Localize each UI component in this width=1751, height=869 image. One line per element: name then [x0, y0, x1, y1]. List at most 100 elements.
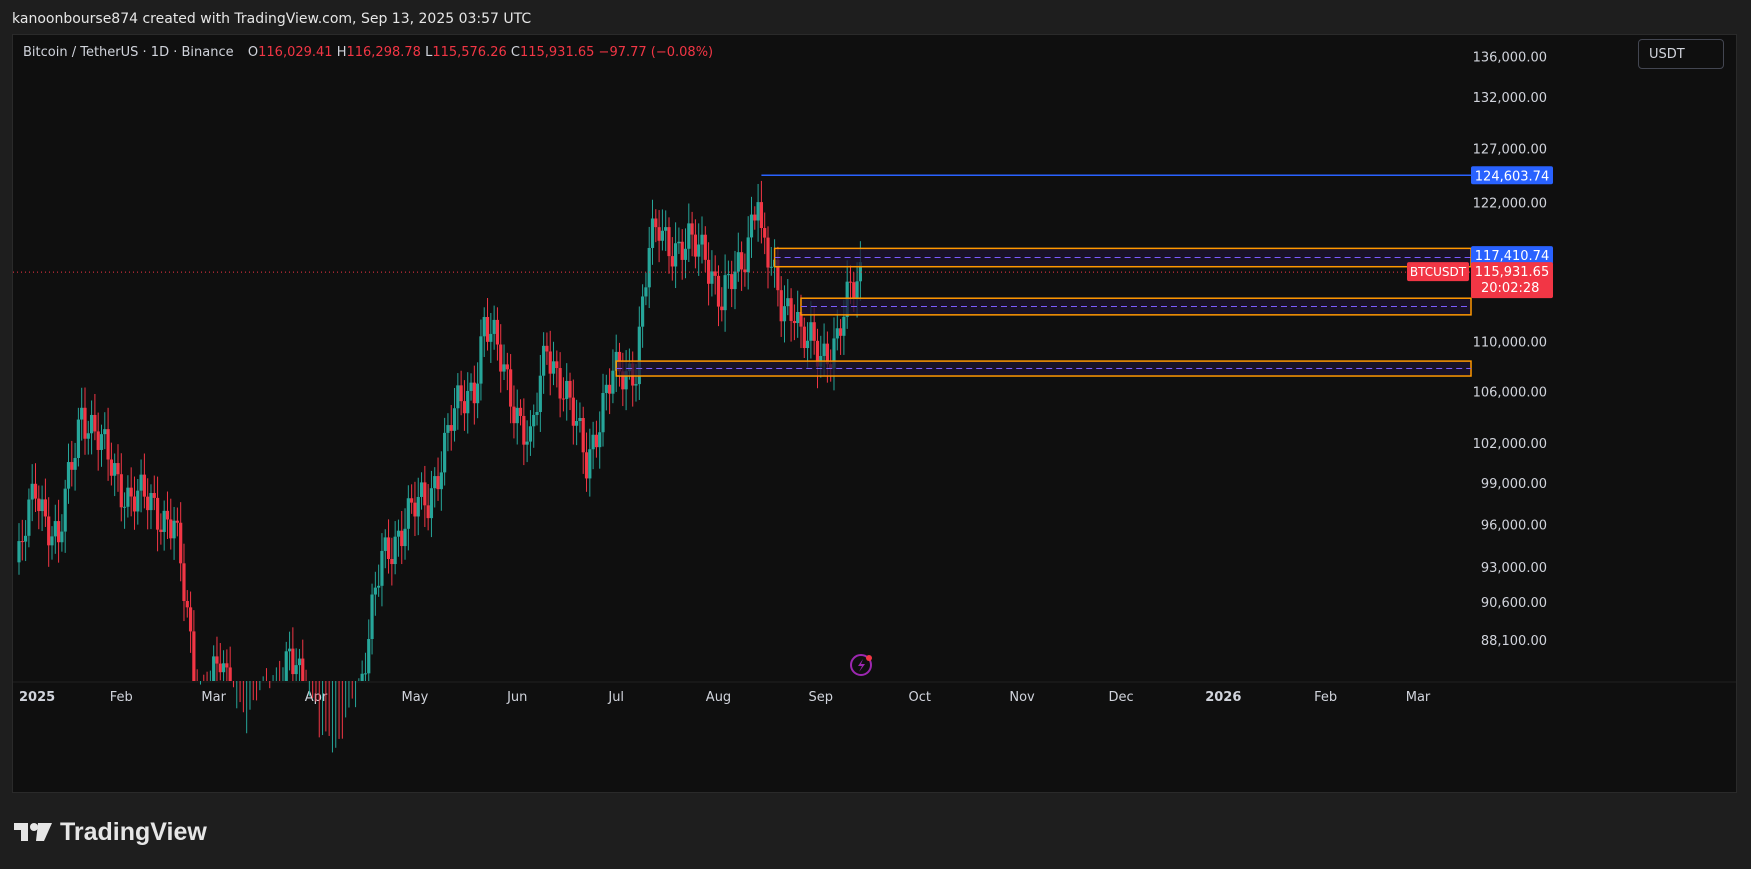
candle	[624, 350, 628, 411]
bar-countdown: 20:02:28	[1481, 281, 1539, 296]
time-axis-label: Aug	[706, 690, 731, 705]
tradingview-logo[interactable]: TradingView	[14, 817, 207, 847]
candle	[446, 413, 450, 452]
candle	[380, 533, 384, 607]
price-tick-label: 99,000.00	[1481, 477, 1547, 492]
candle	[406, 485, 410, 551]
candle	[759, 180, 763, 244]
candle	[109, 442, 113, 486]
candle	[502, 344, 506, 381]
candle	[604, 374, 608, 411]
candle	[17, 523, 21, 575]
candle	[37, 485, 41, 530]
candle	[792, 304, 796, 341]
candle	[419, 472, 424, 510]
candle	[608, 368, 612, 415]
candle	[426, 484, 430, 531]
price-axis[interactable]: 136,000.00 132,000.00 127,000.00 122,000.00…	[1407, 51, 1553, 649]
candle	[218, 643, 222, 681]
candle	[690, 211, 694, 257]
candle	[152, 475, 156, 511]
price-tick-label: 122,000.00	[1473, 197, 1547, 212]
time-axis-label: 2026	[1205, 690, 1241, 705]
open-value: 116,029.41	[258, 45, 333, 60]
price-label-zone: 117,410.74	[1471, 246, 1553, 265]
currency-button[interactable]: USDT	[1638, 39, 1724, 69]
candle	[476, 362, 480, 419]
candle	[83, 387, 87, 455]
candle	[53, 504, 57, 554]
candle	[571, 379, 575, 445]
high-label: H	[336, 45, 347, 60]
candle	[677, 227, 681, 254]
candle	[848, 264, 853, 304]
time-axis-label: Feb	[1314, 690, 1337, 705]
candle	[416, 477, 420, 536]
support-resistance-zone[interactable]	[800, 297, 1472, 316]
candle	[228, 646, 232, 681]
time-axis-label: Feb	[110, 690, 133, 705]
candle	[515, 389, 519, 445]
candle	[479, 319, 483, 401]
candle	[103, 412, 107, 450]
candle	[693, 219, 698, 269]
candle	[122, 492, 127, 529]
close-value: 115,931.65	[519, 45, 595, 60]
chart-attribution: kanoonbourse874 created with TradingView…	[12, 11, 532, 27]
candle	[443, 417, 447, 486]
time-axis-label: Mar	[1406, 690, 1431, 705]
candle	[33, 463, 38, 512]
candle	[73, 442, 77, 491]
candle	[136, 478, 140, 525]
candle	[561, 377, 566, 412]
candle	[93, 393, 97, 441]
candle	[581, 406, 585, 474]
candle	[129, 467, 133, 517]
candle	[20, 519, 24, 561]
price-tick-label: 110,000.00	[1473, 336, 1547, 351]
candle	[548, 330, 552, 396]
candle	[383, 529, 387, 569]
candle	[555, 350, 559, 388]
candle	[644, 272, 648, 306]
candle	[657, 210, 661, 263]
candle	[739, 241, 744, 291]
candle	[225, 649, 229, 681]
candle	[86, 420, 90, 455]
time-axis-label: Sep	[809, 690, 834, 705]
candle	[413, 481, 417, 537]
chart-panel[interactable]: 2025 Feb Mar Apr May Jun Jul Aug Sep Oct Nov Dec 202…	[12, 34, 1737, 793]
price-label-ath: 124,603.74	[1471, 166, 1553, 185]
candle	[489, 312, 493, 363]
time-axis-label: Oct	[909, 690, 931, 705]
candle	[185, 590, 189, 618]
candle	[796, 290, 800, 338]
price-chart[interactable]: 2025 Feb Mar Apr May Jun Jul Aug Sep Oct Nov Dec 202…	[13, 35, 1737, 793]
drawings[interactable]	[13, 174, 1472, 377]
alert-icon[interactable]	[850, 654, 872, 676]
candle	[182, 543, 186, 622]
support-resistance-zone[interactable]	[773, 247, 1472, 268]
candle	[192, 610, 196, 681]
candle	[726, 260, 730, 289]
candle	[641, 284, 645, 348]
price-tick-label: 106,000.00	[1473, 385, 1547, 400]
candle	[542, 332, 546, 394]
brand-name: TradingView	[60, 817, 207, 846]
support-resistance-zone[interactable]	[615, 360, 1472, 377]
candle	[588, 428, 592, 497]
candle	[591, 421, 595, 470]
candle	[363, 652, 368, 681]
candle	[377, 564, 381, 597]
candle	[449, 404, 453, 451]
price-tick-label: 136,000.00	[1473, 51, 1547, 66]
candle	[146, 478, 150, 530]
candle	[499, 324, 503, 393]
candle	[723, 254, 727, 332]
price-tick-label: 96,000.00	[1481, 518, 1547, 533]
symbol-legend: Bitcoin / TetherUS · 1D · Binance O116,0…	[23, 45, 713, 60]
candles	[17, 180, 862, 753]
candle	[756, 183, 760, 242]
candle	[215, 636, 219, 681]
